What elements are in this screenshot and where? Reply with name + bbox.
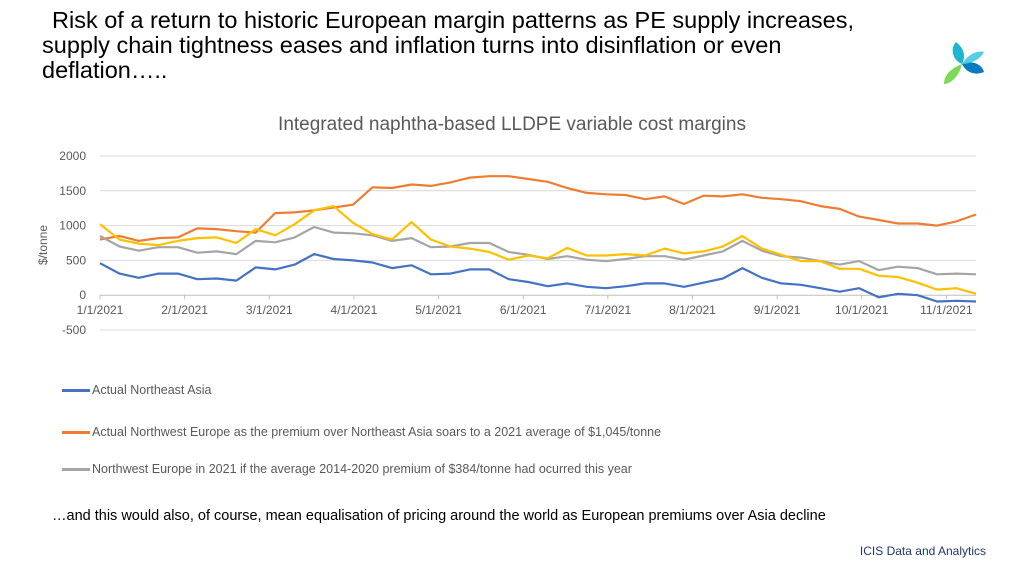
x-tick-label: 6/1/2021 bbox=[500, 303, 547, 317]
y-tick-label: 1000 bbox=[59, 219, 86, 233]
series-line-2 bbox=[99, 225, 977, 276]
headline-line-1: Risk of a return to historic European ma… bbox=[52, 7, 854, 33]
y-tick-label: 1500 bbox=[59, 184, 86, 198]
headline-line-2: supply chain tightness eases and inflati… bbox=[42, 32, 782, 58]
tri-leaf-logo-icon bbox=[944, 42, 984, 84]
x-tick-label: 4/1/2021 bbox=[331, 303, 378, 317]
x-tick-label: 3/1/2021 bbox=[246, 303, 293, 317]
x-tick-labels: 1/1/2021 2/1/2021 3/1/2021 4/1/2021 5/1/2021… bbox=[77, 295, 973, 317]
x-tick-label: 5/1/2021 bbox=[415, 303, 462, 317]
legend-item-northwest-europe: Actual Northwest Europe as the premium o… bbox=[62, 425, 661, 439]
x-tick-label: 1/1/2021 bbox=[77, 303, 124, 317]
legend-item-northwest-europe-hypothetical: Northwest Europe in 2021 if the average … bbox=[62, 462, 632, 476]
legend-swatch bbox=[62, 467, 90, 471]
line-chart: 2000 1500 1000 500 0 -500 1/1/2021 2/1/2021 3/1… bbox=[36, 149, 977, 337]
y-tick-labels: 2000 1500 1000 500 0 -500 bbox=[59, 149, 86, 337]
legend-label: Actual Northwest Europe as the premium o… bbox=[92, 425, 662, 439]
y-tick-label: 0 bbox=[79, 288, 86, 302]
series-lines bbox=[99, 175, 977, 303]
chart-title: Integrated naphtha-based LLDPE variable … bbox=[278, 114, 746, 135]
legend-label: Northwest Europe in 2021 if the average … bbox=[92, 462, 632, 476]
x-tick-label: 8/1/2021 bbox=[669, 303, 716, 317]
legend-label: Actual Northeast Asia bbox=[92, 383, 212, 397]
legend-swatch bbox=[62, 430, 90, 434]
footnote: …and this would also, of course, mean eq… bbox=[52, 508, 826, 524]
series-line-3 bbox=[99, 205, 977, 295]
headline: Risk of a return to historic European ma… bbox=[42, 8, 992, 83]
gridlines bbox=[100, 155, 976, 331]
credit-text: ICIS Data and Analytics bbox=[859, 544, 986, 558]
y-tick-label: -500 bbox=[62, 323, 86, 337]
x-tick-label: 11/1/2021 bbox=[920, 303, 973, 317]
headline-line-3: deflation….. bbox=[42, 57, 168, 83]
y-tick-label: 500 bbox=[66, 253, 86, 267]
series-line-0 bbox=[99, 253, 977, 303]
x-tick-label: 9/1/2021 bbox=[754, 303, 801, 317]
y-axis-label: $/tonne bbox=[36, 225, 50, 265]
series-line-1 bbox=[99, 175, 977, 242]
legend-swatch bbox=[62, 388, 90, 392]
x-tick-label: 7/1/2021 bbox=[584, 303, 631, 317]
x-tick-label: 10/1/2021 bbox=[835, 303, 889, 317]
legend-item-northeast-asia: Actual Northeast Asia bbox=[62, 383, 212, 397]
x-tick-label: 2/1/2021 bbox=[161, 303, 208, 317]
y-tick-label: 2000 bbox=[59, 149, 86, 163]
